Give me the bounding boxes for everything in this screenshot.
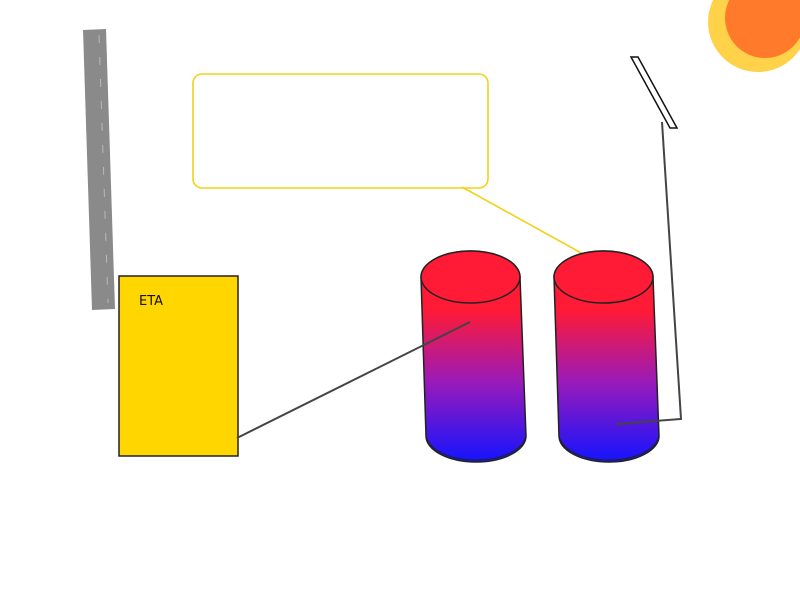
chimney-pipe-highlight (98, 34, 109, 304)
chimney-pipe-icon (83, 29, 115, 310)
callout-pointer (461, 186, 584, 255)
tank-1-top (420, 250, 521, 304)
solar-panel-icon[interactable] (629, 56, 679, 129)
tank-2-top (553, 250, 654, 304)
boiler-label: ETA (139, 294, 163, 309)
boiler-to-tank-pipe (236, 321, 471, 439)
tank-1-base-edge (425, 433, 527, 461)
storage-tank-1[interactable] (420, 250, 527, 463)
sun-icon (708, 0, 800, 72)
boiler-unit[interactable] (118, 275, 239, 457)
callout-box (192, 73, 489, 189)
storage-tank-2[interactable] (553, 250, 660, 463)
solar-to-tank-pipe (615, 121, 683, 425)
tank-2-base-edge (558, 433, 660, 461)
